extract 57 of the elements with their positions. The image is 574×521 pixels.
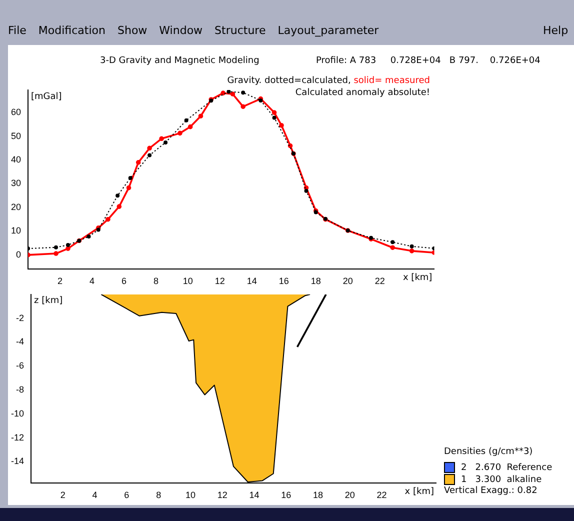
x-tick-label: 8 [156,490,162,500]
y-tick-label: 10 [10,226,22,236]
chart-subtitle: Profile: A 783 0.728E+04 B 797. 0.726E+04 [316,56,540,66]
x-tick-label: 20 [344,490,355,500]
x-tick-label: 12 [217,490,228,500]
x-tick-label: 6 [121,276,126,286]
y-tick-label: 60 [10,107,22,118]
chart-title: 3-D Gravity and Magnetic Modeling [100,56,260,66]
text: Layout_parameter [278,24,379,37]
x-tick-label: 20 [342,276,353,286]
annotation: Calculated anomaly absolute! [295,88,430,98]
y-tick-label: -10 [10,408,24,418]
x-tick-label: 16 [281,490,292,500]
text: Vertical Exagg.: 0.82 [444,486,538,496]
series-label: dotted=calculated, [264,76,351,86]
y-tick-label: 40 [10,154,22,165]
legend-title: Gravity. [227,76,263,86]
text: Structure [214,24,266,37]
y-tick-label: 30 [10,178,22,188]
y-tick-label: 0 [16,249,22,260]
y-axis-title: z [km] [34,296,63,306]
x-tick-label: 8 [153,276,158,286]
y-tick-label: -2 [16,312,24,323]
x-tick-label: 10 [185,490,196,500]
legend-title: Densities (g/cm**3) [444,446,534,458]
legend-label: 2 2.670 Reference [461,463,552,473]
x-tick-label: 6 [124,490,130,500]
x-tick-label: 14 [249,490,260,500]
x-tick-label: 2 [57,276,62,286]
x-tick-label: 22 [374,276,385,286]
text: Help [543,24,568,37]
y-tick-label: -14 [10,456,24,466]
y-tick-label: -12 [10,432,24,442]
x-tick-label: 22 [376,490,387,500]
text: Window [159,24,203,37]
x-tick-label: 18 [313,490,324,500]
y-tick-label: -6 [16,360,24,371]
y-tick-label: 50 [10,130,22,141]
x-tick-label: 10 [182,276,193,286]
x-tick-label: 4 [89,276,94,286]
text: Show [117,24,148,37]
x-tick-label: 18 [310,276,321,286]
text: Modification [38,24,106,37]
y-tick-label: -4 [16,336,24,347]
text: solid= measured [354,76,430,86]
x-tick-label: 4 [92,490,98,500]
x-tick-label: 12 [214,276,225,286]
legend-label: 1 3.300 alkaline [461,475,542,485]
x-axis-title: x [km] [404,487,434,498]
y-axis-title: [mGal] [31,92,62,102]
x-tick-label: 16 [278,276,289,286]
x-axis-title: x [km] [402,273,432,284]
text: File [8,24,26,37]
x-tick-label: 14 [246,276,257,286]
y-tick-label: -8 [16,384,24,394]
y-tick-label: 20 [10,202,22,212]
x-tick-label: 2 [60,490,66,500]
